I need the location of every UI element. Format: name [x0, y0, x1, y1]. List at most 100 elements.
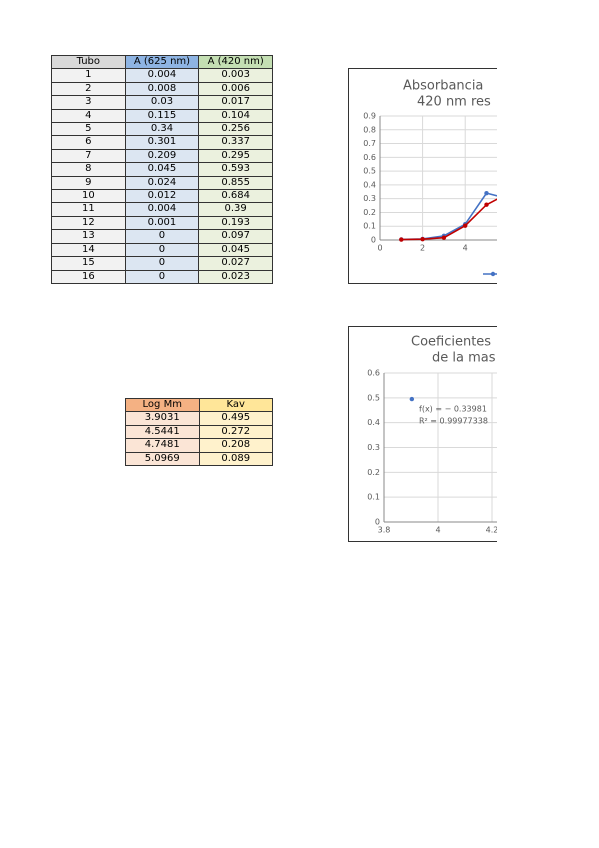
header-cell: A (625 nm): [124, 54, 200, 70]
cell: 3.9031: [125, 411, 200, 426]
x-tick-label: 4: [463, 244, 468, 253]
point: [463, 223, 468, 228]
row: 4.5441 0.272: [125, 424, 273, 440]
cell: 9: [51, 175, 126, 191]
cell: 1: [51, 68, 126, 83]
cell: 0.855: [198, 175, 273, 191]
cell: 0.295: [198, 148, 273, 164]
row: 8 0.045 0.593: [51, 162, 273, 177]
y-tick-label: 0.3: [363, 194, 376, 203]
header-cell: A (420 nm): [198, 54, 273, 70]
cell: 0.301: [124, 135, 200, 150]
cell: 0.024: [124, 175, 200, 191]
cell: 0.017: [198, 95, 273, 110]
cell: 0: [124, 229, 200, 244]
series-line: [401, 192, 497, 241]
cell: 13: [51, 229, 126, 244]
x-tick-label: 4: [435, 526, 440, 535]
cell: 16: [51, 269, 126, 284]
cell: 10: [51, 189, 126, 204]
y-tick-label: 0.2: [363, 208, 376, 217]
y-tick-label: 0.5: [363, 167, 376, 176]
cell: 4.7481: [125, 438, 200, 453]
absorbance-table: Tubo A (625 nm) A (420 nm) 1 0.004 0.003 2 0.00…: [51, 54, 273, 284]
cell: 0.089: [198, 451, 273, 467]
legend-marker: [490, 271, 496, 277]
header-row: Log Mm Kav: [125, 397, 273, 413]
point: [484, 190, 489, 196]
row: 5 0.34 0.256: [51, 122, 273, 137]
kav-table: Log Mm Kav 3.9031 0.495 4.5441 0.272 4.7481 0.2…: [125, 397, 273, 467]
chart-frame: Absorbancia 420 nm res 0 0.1 0.2 0.3 0.4 0.5 0.6…: [348, 68, 497, 284]
cell: 0.593: [198, 162, 273, 177]
cell: 0.006: [198, 81, 273, 97]
cell: 0.34: [124, 122, 200, 137]
cell: 0.012: [124, 189, 200, 204]
row: 14 0 0.045: [51, 242, 273, 258]
r-squared: R² = 0.99977338: [419, 417, 488, 426]
row: 9 0.024 0.855: [51, 175, 273, 191]
cell: 3: [51, 95, 126, 110]
row: 12 0.001 0.193: [51, 215, 273, 231]
chart-title: 420 nm res: [417, 95, 491, 110]
cell: 0.027: [198, 256, 273, 271]
point: [484, 202, 489, 207]
cell: 0.001: [124, 215, 200, 231]
chart-title: Absorbancia: [403, 79, 483, 94]
cell: 0: [124, 256, 200, 271]
cell: 0: [124, 242, 200, 258]
y-tick-label: 0.2: [367, 468, 380, 477]
y-tick-label: 0.6: [363, 153, 376, 162]
cell: 0.684: [198, 189, 273, 204]
cell: 0.097: [198, 229, 273, 244]
cell: 0.337: [198, 135, 273, 150]
row: 3.9031 0.495: [125, 411, 273, 426]
x-tick-label: 3.8: [378, 526, 391, 535]
row: 7 0.209 0.295: [51, 148, 273, 164]
y-tick-label: 0.4: [367, 418, 380, 427]
row: 11 0.004 0.39: [51, 202, 273, 217]
cell: 8: [51, 162, 126, 177]
y-tick-label: 0: [375, 518, 380, 527]
header-cell: Tubo: [51, 54, 126, 70]
cell: 0.045: [198, 242, 273, 258]
cell: 0: [124, 269, 200, 284]
cell: 0.03: [124, 95, 200, 110]
y-tick-label: 0.5: [367, 393, 380, 402]
point: [399, 237, 404, 242]
chart-title: Coeficientes: [411, 335, 491, 350]
cell: 0.003: [198, 68, 273, 83]
cell: 0.008: [124, 81, 200, 97]
y-tick-label: 0.4: [363, 180, 376, 189]
cell: 14: [51, 242, 126, 258]
y-tick-label: 0: [371, 236, 376, 245]
equation: f(x) = − 0.33981: [419, 405, 487, 414]
row: 3 0.03 0.017: [51, 95, 273, 110]
cell: 7: [51, 148, 126, 164]
cell: 5: [51, 122, 126, 137]
row: 13 0 0.097: [51, 229, 273, 244]
x-tick-label: 2: [420, 244, 425, 253]
cell: 4.5441: [125, 424, 200, 440]
cell: 0.023: [198, 269, 273, 284]
row: 2 0.008 0.006: [51, 81, 273, 97]
row: 5.0969 0.089: [125, 451, 273, 467]
cell: 0.256: [198, 122, 273, 137]
y-tick-label: 0.1: [363, 222, 376, 231]
header-cell: Kav: [198, 397, 273, 413]
cell: 0.004: [124, 68, 200, 83]
y-tick-label: 0.3: [367, 443, 380, 452]
y-tick-label: 0.6: [367, 369, 380, 378]
cell: 4: [51, 108, 126, 124]
cell: 0.045: [124, 162, 200, 177]
row: 1 0.004 0.003: [51, 68, 273, 83]
y-tick-label: 0.1: [367, 493, 380, 502]
point: [420, 236, 425, 242]
x-tick-label: 4.2: [486, 526, 497, 535]
point: [409, 396, 415, 402]
cell: 0.004: [124, 202, 200, 217]
row: 4.7481 0.208: [125, 438, 273, 453]
chart-title: de la mas: [432, 351, 496, 366]
